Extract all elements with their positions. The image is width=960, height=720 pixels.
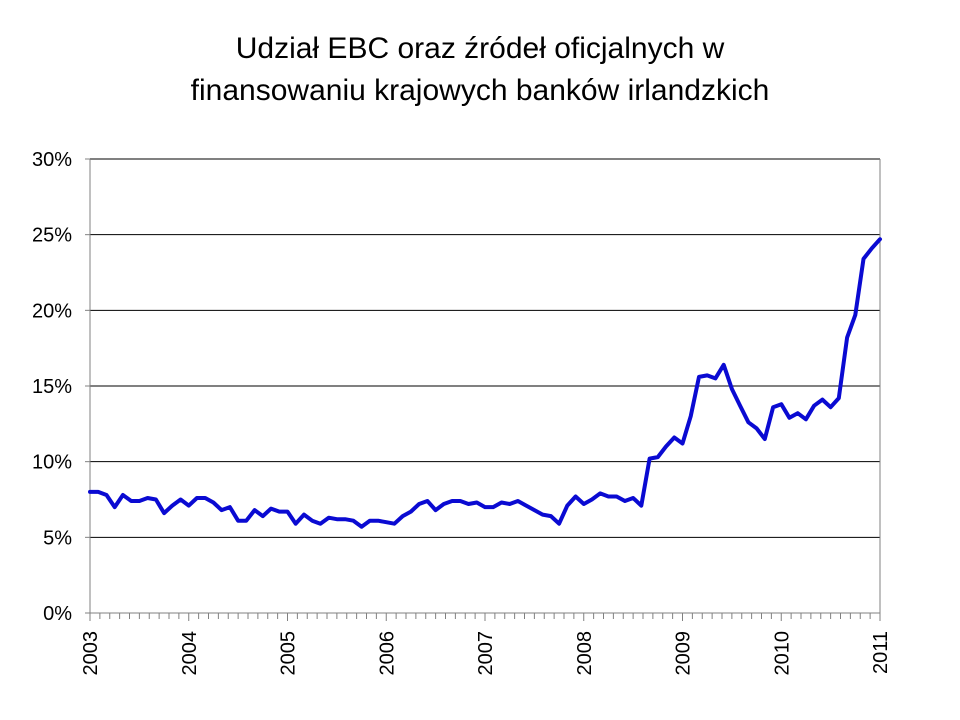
x-tick-label-2009: 2009 <box>673 631 695 676</box>
x-tick-label-2010: 2010 <box>771 631 793 676</box>
y-tick-label-3: 15% <box>32 376 72 398</box>
y-tick-label-0: 0% <box>43 603 72 625</box>
y-tick-label-4: 20% <box>32 300 72 322</box>
x-tick-label-2011: 2011 <box>870 631 892 674</box>
x-tick-label-2004: 2004 <box>179 631 201 676</box>
series-line-0 <box>88 237 882 529</box>
x-tick-label-2008: 2008 <box>574 631 596 676</box>
chart-title-line-1: Udział EBC oraz źródeł oficjalnych w <box>235 32 725 65</box>
x-tick-label-2005: 2005 <box>278 631 300 676</box>
x-tick-label-2003: 2003 <box>80 631 102 676</box>
x-tick-label-2007: 2007 <box>475 631 497 676</box>
y-tick-label-6: 30% <box>32 149 72 171</box>
y-tick-label-2: 10% <box>32 452 72 474</box>
y-tick-label-1: 5% <box>43 527 72 549</box>
chart-title-line-2: finansowaniu krajowych banków irlandzkic… <box>190 74 770 107</box>
chart-title: Udział EBC oraz źródeł oficjalnych w fin… <box>0 28 960 112</box>
y-tick-label-5: 25% <box>32 225 72 247</box>
x-tick-label-2006: 2006 <box>376 631 398 676</box>
